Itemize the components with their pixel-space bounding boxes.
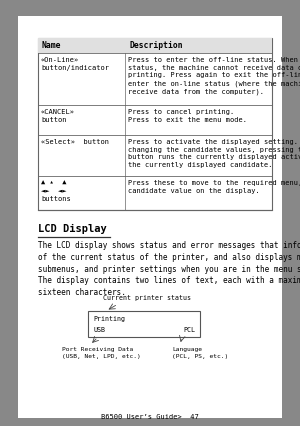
Text: ▲ ▴  ▲
◄►  ◄►
buttons: ▲ ▴ ▲ ◄► ◄► buttons	[41, 180, 71, 202]
Bar	[38, 38, 272, 53]
Text: Press to cancel printing.
Press to exit the menu mode.: Press to cancel printing. Press to exit …	[128, 109, 247, 123]
Bar	[88, 311, 200, 337]
Text: LCD Display: LCD Display	[38, 224, 107, 234]
Bar	[38, 38, 272, 210]
Text: Press to activate the displayed setting. When you are
changing the candidate val: Press to activate the displayed setting.…	[128, 139, 300, 168]
Text: The LCD display shows status and error messages that inform you
of the current s: The LCD display shows status and error m…	[38, 241, 300, 297]
Text: Press to enter the off-line status. When in the off-line
status, the machine can: Press to enter the off-line status. When…	[128, 57, 300, 95]
Text: «On-Line»
button/indicator: «On-Line» button/indicator	[41, 57, 109, 71]
Text: B6500 User’s Guide>  47: B6500 User’s Guide> 47	[101, 414, 199, 420]
Text: Description: Description	[129, 41, 183, 50]
Text: PCL: PCL	[183, 327, 195, 333]
Text: «CANCEL»
button: «CANCEL» button	[41, 109, 75, 123]
Text: Port Receiving Data
(USB, Net, LPD, etc.): Port Receiving Data (USB, Net, LPD, etc.…	[62, 347, 141, 359]
Text: Current printer status: Current printer status	[103, 295, 191, 301]
Bar	[18, 16, 282, 418]
Text: Language
(PCL, PS, etc.): Language (PCL, PS, etc.)	[172, 347, 228, 359]
Text: Printing: Printing	[93, 316, 125, 322]
Text: Name: Name	[42, 41, 62, 50]
Text: Press these to move to the required menu, item and
candidate value on the displa: Press these to move to the required menu…	[128, 180, 300, 194]
Text: «Select»  button: «Select» button	[41, 139, 109, 145]
Text: USB: USB	[93, 327, 105, 333]
